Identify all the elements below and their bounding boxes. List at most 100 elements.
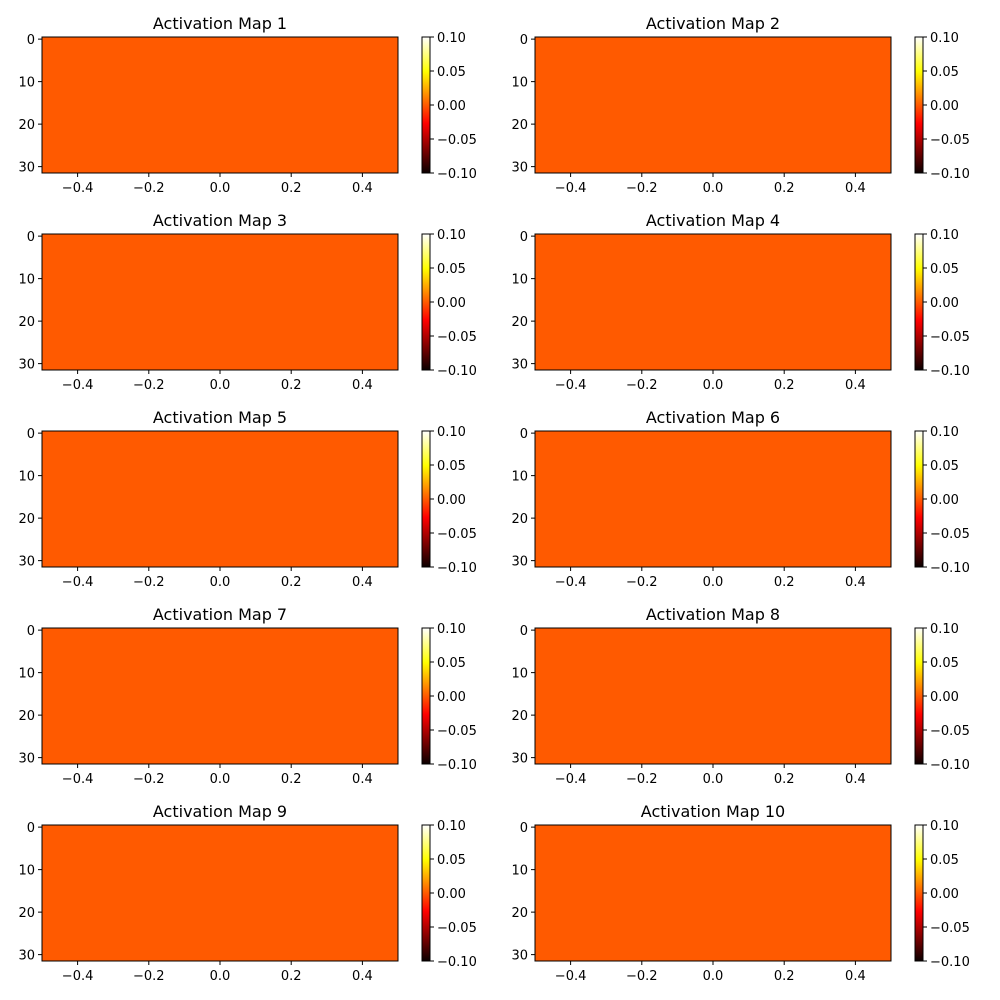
heatmap-image xyxy=(42,431,398,567)
y-tick-label: 10 xyxy=(18,470,35,485)
x-tick-label: 0.0 xyxy=(703,969,724,984)
x-tick-label: 0.4 xyxy=(845,181,866,196)
x-tick-label: 0.4 xyxy=(845,575,866,590)
x-tick-label: 0.4 xyxy=(352,181,373,196)
x-tick-label: 0.2 xyxy=(281,772,302,787)
y-tick-label: 10 xyxy=(511,667,528,682)
x-tick-label: 0.4 xyxy=(352,969,373,984)
panel-title: Activation Map 7 xyxy=(153,605,287,624)
y-tick-label: 10 xyxy=(511,864,528,879)
y-tick-label: 0 xyxy=(27,427,35,442)
x-tick-label: −0.2 xyxy=(626,772,658,787)
x-tick-label: 0.4 xyxy=(352,772,373,787)
colorbar-tick-label: 0.00 xyxy=(930,296,959,311)
y-tick-label: 30 xyxy=(511,161,528,176)
y-tick-label: 0 xyxy=(520,624,528,639)
colorbar-tick-label: −0.05 xyxy=(437,133,477,148)
panel-title: Activation Map 6 xyxy=(646,408,780,427)
x-tick-label: 0.4 xyxy=(352,575,373,590)
colorbar-tick-label: 0.00 xyxy=(437,493,466,508)
y-tick-label: 20 xyxy=(511,709,528,724)
y-tick-label: 0 xyxy=(27,33,35,48)
x-tick-label: −0.2 xyxy=(626,181,658,196)
colorbar-tick-label: −0.10 xyxy=(930,167,970,182)
colorbar-tick-label: 0.05 xyxy=(930,459,959,474)
x-tick-label: 0.2 xyxy=(281,378,302,393)
panel-title: Activation Map 2 xyxy=(646,14,780,33)
panel-8: Activation Map 8 −0.4 −0.2 0.0 0.2 0.4 0 10 20 30… xyxy=(511,605,969,787)
colorbar-tick-label: −0.10 xyxy=(930,561,970,576)
colorbar-tick-label: 0.00 xyxy=(930,887,959,902)
y-tick-label: 10 xyxy=(18,667,35,682)
colorbar-tick-label: 0.10 xyxy=(930,819,959,834)
y-tick-label: 30 xyxy=(18,949,35,964)
x-tick-label: 0.2 xyxy=(281,181,302,196)
x-tick-label: 0.4 xyxy=(845,378,866,393)
colorbar-tick-label: −0.05 xyxy=(437,330,477,345)
y-tick-label: 30 xyxy=(511,949,528,964)
colorbar-tick-label: −0.05 xyxy=(930,133,970,148)
x-tick-label: −0.4 xyxy=(555,772,587,787)
colorbar-tick-label: 0.10 xyxy=(437,622,466,637)
x-tick-label: 0.2 xyxy=(774,378,795,393)
y-tick-label: 10 xyxy=(18,76,35,91)
colorbar xyxy=(422,628,430,764)
colorbar-tick-label: 0.00 xyxy=(930,493,959,508)
panel-title: Activation Map 9 xyxy=(153,802,287,821)
colorbar-tick-label: −0.05 xyxy=(437,921,477,936)
panel-title: Activation Map 8 xyxy=(646,605,780,624)
colorbar-tick-label: 0.05 xyxy=(930,853,959,868)
colorbar-tick-label: 0.10 xyxy=(437,31,466,46)
y-tick-label: 0 xyxy=(520,427,528,442)
colorbar-tick-label: −0.05 xyxy=(930,921,970,936)
panel-1: Activation Map 1 −0.4 −0.2 0.0 0.2 0.4 0 10 20 30… xyxy=(18,14,476,196)
colorbar-tick-label: −0.10 xyxy=(437,955,477,970)
panel-5: Activation Map 5 −0.4 −0.2 0.0 0.2 0.4 0 10 20 30… xyxy=(18,408,476,590)
y-tick-label: 30 xyxy=(18,555,35,570)
colorbar-tick-label: 0.10 xyxy=(930,622,959,637)
colorbar-tick-label: 0.05 xyxy=(437,262,466,277)
panel-6: Activation Map 6 −0.4 −0.2 0.0 0.2 0.4 0 10 20 30… xyxy=(511,408,969,590)
colorbar-tick-label: 0.00 xyxy=(930,690,959,705)
x-tick-label: 0.0 xyxy=(210,772,231,787)
y-tick-label: 20 xyxy=(511,906,528,921)
colorbar xyxy=(915,37,923,173)
y-tick-label: 20 xyxy=(511,512,528,527)
colorbar-tick-label: 0.05 xyxy=(437,656,466,671)
x-tick-label: −0.2 xyxy=(626,378,658,393)
x-tick-label: −0.4 xyxy=(555,575,587,590)
y-tick-label: 10 xyxy=(18,864,35,879)
colorbar-tick-label: 0.10 xyxy=(437,425,466,440)
colorbar-tick-label: 0.10 xyxy=(437,819,466,834)
panel-title: Activation Map 5 xyxy=(153,408,287,427)
x-tick-label: −0.4 xyxy=(62,772,94,787)
colorbar xyxy=(915,234,923,370)
y-tick-label: 10 xyxy=(511,273,528,288)
x-tick-label: 0.2 xyxy=(774,772,795,787)
colorbar xyxy=(422,825,430,961)
y-tick-label: 0 xyxy=(520,821,528,836)
x-tick-label: −0.4 xyxy=(62,378,94,393)
colorbar-tick-label: 0.00 xyxy=(437,887,466,902)
x-tick-label: 0.0 xyxy=(210,181,231,196)
heatmap-image xyxy=(535,825,891,961)
y-tick-label: 0 xyxy=(520,230,528,245)
x-tick-label: −0.4 xyxy=(62,181,94,196)
y-tick-label: 10 xyxy=(511,76,528,91)
y-tick-label: 0 xyxy=(27,230,35,245)
heatmap-image xyxy=(535,431,891,567)
x-tick-label: −0.4 xyxy=(555,378,587,393)
heatmap-image xyxy=(42,628,398,764)
colorbar-tick-label: 0.10 xyxy=(930,425,959,440)
x-tick-label: 0.2 xyxy=(774,575,795,590)
colorbar-tick-label: −0.05 xyxy=(930,724,970,739)
x-tick-label: 0.2 xyxy=(281,575,302,590)
heatmap-image xyxy=(42,825,398,961)
x-tick-label: −0.2 xyxy=(133,575,165,590)
colorbar xyxy=(422,234,430,370)
y-tick-label: 0 xyxy=(27,624,35,639)
colorbar-tick-label: 0.05 xyxy=(437,853,466,868)
x-tick-label: −0.4 xyxy=(62,575,94,590)
colorbar-tick-label: −0.10 xyxy=(930,364,970,379)
y-tick-label: 0 xyxy=(27,821,35,836)
